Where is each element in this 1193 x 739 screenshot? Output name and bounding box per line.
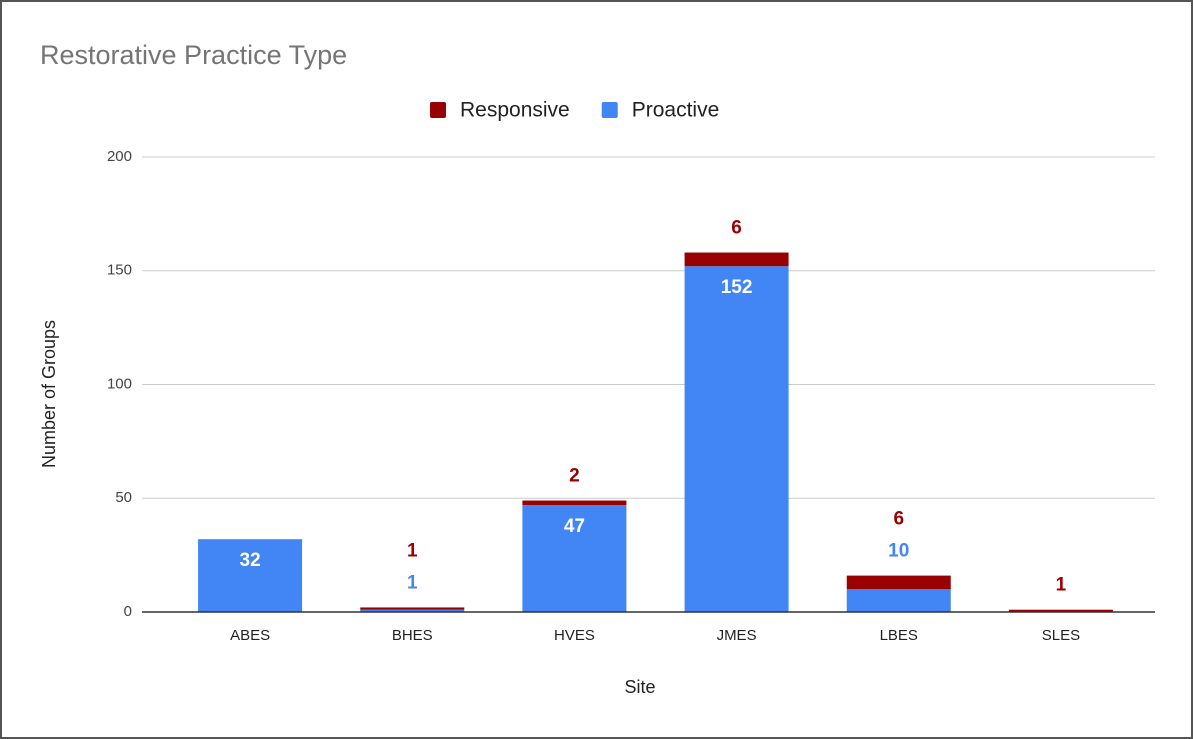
x-tick-label: HVES [554, 627, 595, 644]
y-tick-label: 50 [115, 489, 132, 506]
legend-swatch [430, 102, 446, 118]
y-tick-label: 100 [107, 375, 132, 392]
bar-segment [360, 609, 465, 612]
data-label: 47 [564, 516, 585, 537]
data-label: 2 [569, 466, 580, 487]
y-tick-label: 150 [107, 262, 132, 279]
y-tick-label: 200 [107, 148, 132, 165]
bar-segment [522, 500, 627, 506]
bar-segment [684, 266, 789, 612]
x-tick-label: SLES [1042, 627, 1080, 644]
data-label: 32 [240, 550, 261, 571]
y-tick-label: 0 [124, 603, 132, 620]
legend-label: Proactive [632, 99, 720, 122]
bar-segment [522, 505, 627, 612]
y-axis-label: Number of Groups [39, 320, 59, 468]
bar-segment [846, 575, 951, 590]
bar-segment [846, 589, 951, 612]
data-label: 1 [407, 540, 418, 561]
bar-segment [1008, 609, 1113, 612]
data-label: 6 [893, 509, 904, 530]
data-label: 10 [888, 541, 909, 562]
bar-segment [684, 252, 789, 267]
legend-swatch [601, 102, 618, 118]
data-label: 1 [1056, 575, 1067, 596]
legend-label: Responsive [460, 99, 570, 122]
bar-segment [360, 607, 465, 610]
chart-title: Restorative Practice Type [40, 40, 347, 70]
x-tick-label: BHES [392, 627, 433, 644]
x-tick-label: LBES [880, 627, 918, 644]
data-label: 152 [721, 277, 753, 298]
data-label: 1 [407, 572, 418, 593]
x-tick-label: ABES [230, 627, 270, 644]
x-axis-label: Site [624, 677, 655, 697]
x-tick-label: JMES [717, 627, 757, 644]
bar-segment [198, 539, 303, 612]
data-label: 6 [731, 218, 742, 239]
